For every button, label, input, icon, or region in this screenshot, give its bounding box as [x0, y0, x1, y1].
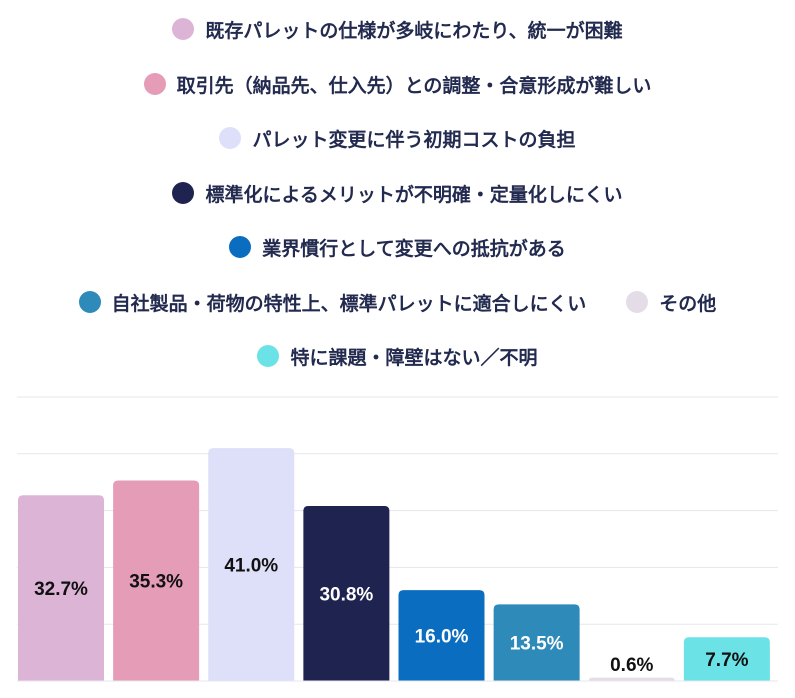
legend-item-industry-resistance[interactable]: 業界慣行として変更への抵抗がある: [229, 234, 566, 261]
bar[interactable]: [208, 448, 295, 681]
chart-legend: 既存パレットの仕様が多岐にわたり、統一が困難 取引先（納品先、仕入先）との調整・…: [0, 9, 795, 376]
bar-value-label: 13.5%: [510, 634, 564, 655]
legend-swatch: [229, 236, 252, 258]
legend-row: 自社製品・荷物の特性上、標準パレットに適合しにくい その他: [0, 282, 795, 322]
legend-swatch: [172, 182, 195, 204]
legend-label: 標準化によるメリットが不明確・定量化しにくい: [205, 183, 623, 206]
bar[interactable]: [398, 590, 485, 681]
bar[interactable]: [113, 480, 200, 681]
legend-label: 取引先（納品先、仕入先）との調整・合意形成が難しい: [176, 74, 652, 97]
bar-value-label: 0.6%: [610, 655, 653, 676]
legend-row: 特に課題・障壁はない／不明: [0, 336, 795, 376]
legend-swatch: [626, 291, 649, 313]
legend-label: パレット変更に伴う初期コストの負担: [252, 128, 576, 151]
bar-value-label: 7.7%: [705, 650, 748, 671]
bar[interactable]: [493, 604, 580, 681]
legend-item-spec-diversity[interactable]: 既存パレットの仕様が多岐にわたり、統一が困難: [172, 16, 623, 43]
legend-row: 標準化によるメリットが不明確・定量化しにくい: [0, 173, 795, 213]
legend-label: その他: [659, 292, 717, 315]
legend-item-unclear-benefit[interactable]: 標準化によるメリットが不明確・定量化しにくい: [172, 180, 623, 207]
bar-value-label: 35.3%: [129, 572, 183, 593]
bar[interactable]: [303, 506, 390, 681]
legend-item-initial-cost[interactable]: パレット変更に伴う初期コストの負担: [219, 125, 576, 152]
legend-swatch: [172, 18, 195, 40]
bar-value-label: 16.0%: [415, 627, 469, 648]
bar[interactable]: [18, 495, 104, 681]
legend-item-none-unknown[interactable]: 特に課題・障壁はない／不明: [257, 343, 538, 370]
legend-item-product-fit[interactable]: 自社製品・荷物の特性上、標準パレットに適合しにくい: [78, 289, 587, 316]
legend-label: 自社製品・荷物の特性上、標準パレットに適合しにくい: [111, 292, 587, 315]
bar-value-label: 32.7%: [34, 579, 88, 600]
bar[interactable]: [588, 677, 675, 681]
legend-row: 業界慣行として変更への抵抗がある: [0, 227, 795, 267]
legend-label: 特に課題・障壁はない／不明: [290, 346, 538, 369]
legend-swatch: [143, 73, 166, 95]
legend-item-partner-coordination[interactable]: 取引先（納品先、仕入先）との調整・合意形成が難しい: [143, 71, 652, 98]
legend-row: パレット変更に伴う初期コストの負担: [0, 118, 795, 158]
bar[interactable]: [683, 637, 770, 681]
legend-label: 業界慣行として変更への抵抗がある: [262, 237, 566, 260]
legend-label: 既存パレットの仕様が多岐にわたり、統一が困難: [205, 19, 623, 42]
legend-swatch: [78, 291, 101, 313]
legend-item-other[interactable]: その他: [626, 289, 716, 316]
bar-value-label: 30.8%: [319, 585, 373, 606]
legend-swatch: [257, 345, 280, 367]
legend-row: 取引先（納品先、仕入先）との調整・合意形成が難しい: [0, 64, 795, 104]
legend-row: 既存パレットの仕様が多岐にわたり、統一が困難: [0, 9, 795, 49]
legend-swatch: [219, 127, 242, 149]
bar-value-label: 41.0%: [224, 556, 278, 577]
